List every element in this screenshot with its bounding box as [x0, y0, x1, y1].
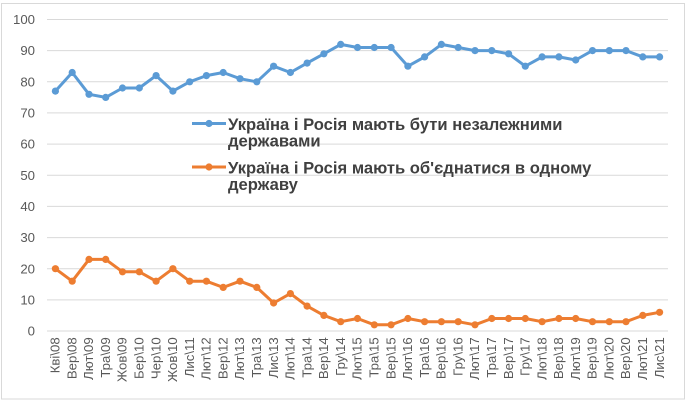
svg-text:Лют\18: Лют\18 — [534, 337, 549, 380]
svg-text:Лют\12: Лют\12 — [199, 337, 214, 380]
svg-text:Тра\17: Тра\17 — [484, 337, 499, 377]
svg-text:90: 90 — [20, 43, 35, 58]
svg-text:Вер\17: Вер\17 — [501, 337, 516, 379]
svg-text:Бер\10: Бер\10 — [132, 337, 147, 379]
svg-text:0: 0 — [28, 324, 35, 339]
svg-text:Вер\08: Вер\08 — [64, 337, 79, 379]
svg-text:Гру\17: Гру\17 — [518, 337, 533, 376]
svg-text:Жов\09: Жов\09 — [115, 337, 130, 382]
svg-text:Тра\15: Тра\15 — [367, 337, 382, 377]
svg-text:державу: державу — [228, 175, 299, 194]
svg-text:70: 70 — [20, 106, 35, 121]
svg-text:10: 10 — [20, 293, 35, 308]
svg-text:Україна і Росія мають бути нез: Україна і Росія мають бути незалежними — [228, 115, 563, 134]
svg-text:30: 30 — [20, 230, 35, 245]
svg-text:40: 40 — [20, 199, 35, 214]
svg-text:державами: державами — [228, 132, 321, 151]
svg-text:Кві\08: Кві\08 — [48, 337, 63, 373]
svg-text:Вер\16: Вер\16 — [434, 337, 449, 379]
svg-text:Лис\11: Лис\11 — [182, 337, 197, 377]
svg-text:Лют\20: Лют\20 — [602, 337, 617, 380]
svg-text:Тра\13: Тра\13 — [249, 337, 264, 377]
svg-text:20: 20 — [20, 261, 35, 276]
svg-text:Тра\16: Тра\16 — [417, 337, 432, 377]
svg-text:Україна і Росія мають об'єднат: Україна і Росія мають об'єднатися в одно… — [228, 159, 592, 178]
svg-text:Вер\19: Вер\19 — [585, 337, 600, 379]
svg-text:Вер\18: Вер\18 — [551, 337, 566, 379]
svg-text:80: 80 — [20, 74, 35, 89]
svg-text:Тра\09: Тра\09 — [98, 337, 113, 377]
svg-text:Гру\14: Гру\14 — [333, 337, 348, 376]
svg-text:Лис\21: Лис\21 — [652, 337, 667, 378]
svg-text:Тра\14: Тра\14 — [299, 337, 314, 377]
svg-text:Лют\13: Лют\13 — [232, 337, 247, 380]
svg-text:Лют\16: Лют\16 — [400, 337, 415, 380]
svg-text:Лют\14: Лют\14 — [283, 337, 298, 380]
svg-text:Лис\13: Лис\13 — [266, 337, 281, 378]
svg-text:Вер\12: Вер\12 — [215, 337, 230, 379]
svg-text:Лют\15: Лют\15 — [350, 337, 365, 380]
svg-text:60: 60 — [20, 137, 35, 152]
svg-text:Лют\17: Лют\17 — [467, 337, 482, 380]
svg-text:Вер\14: Вер\14 — [316, 337, 331, 379]
svg-text:Гру\16: Гру\16 — [450, 337, 465, 376]
svg-text:Чер\10: Чер\10 — [148, 337, 163, 379]
svg-text:Жов\10: Жов\10 — [165, 337, 180, 382]
svg-text:Лют\19: Лют\19 — [568, 337, 583, 380]
svg-text:Вер\20: Вер\20 — [618, 337, 633, 379]
svg-text:Лют\09: Лют\09 — [81, 337, 96, 380]
svg-text:Лют\21: Лют\21 — [635, 337, 650, 380]
svg-text:100: 100 — [13, 12, 35, 27]
svg-text:50: 50 — [20, 168, 35, 183]
svg-text:Вер\15: Вер\15 — [383, 337, 398, 379]
